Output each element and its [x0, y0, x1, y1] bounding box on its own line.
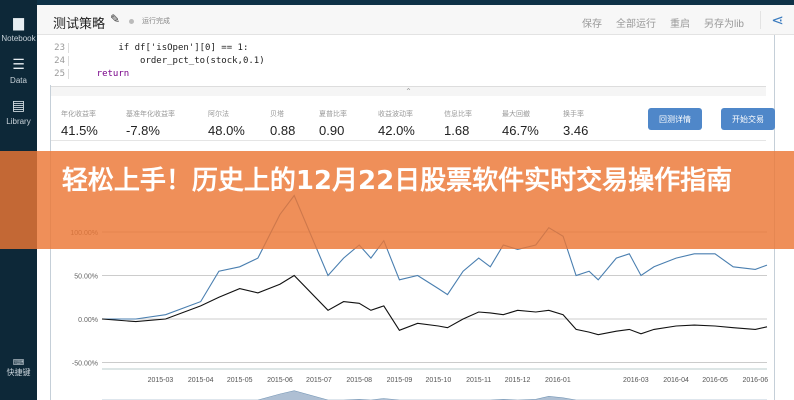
x-tick-label: 2015-03: [148, 377, 174, 384]
code-editor[interactable]: 23 if df['isOpen'][0] == 1: 24 order_pct…: [51, 37, 766, 87]
start-trading-button[interactable]: 开始交易: [721, 108, 775, 130]
share-icon[interactable]: ⋖: [760, 11, 784, 29]
x-tick-label: 2015-12: [505, 377, 531, 384]
header: 测试策略 ✎ 运行完成 保存 全部运行 重启 另存为lib ⋖: [37, 5, 794, 35]
stat-volatility: 收益波动率 42.0%: [378, 111, 415, 138]
y-tick-label: -50.00%: [72, 361, 98, 368]
sidebar-item-notebook[interactable]: ▆ Notebook: [0, 14, 37, 43]
data-icon: ☰: [12, 56, 25, 72]
x-tick-label: 2015-04: [188, 377, 214, 384]
y-tick-label: 50.00%: [74, 274, 98, 281]
stat-turnover: 换手率 3.46: [563, 111, 589, 138]
code-line: order_pct_to(stock,0.1): [75, 56, 265, 66]
x-tick-label: 2015-10: [426, 377, 452, 384]
x-tick-label: 2016-01: [545, 377, 571, 384]
x-tick-label: 2015-06: [267, 377, 293, 384]
top-bar: [0, 0, 794, 5]
benchmark-line: [101, 274, 768, 336]
stats-panel: 年化收益率 41.5% 基准年化收益率 -7.8% 阿尔法 48.0% 贝塔 0.88 …: [51, 97, 775, 141]
x-tick-label: 2016-03: [623, 377, 649, 384]
stat-annual-return: 年化收益率 41.5%: [61, 111, 98, 138]
code-line: return: [75, 69, 130, 79]
x-tick-label: 2016-05: [702, 377, 728, 384]
keyboard-icon: ⌨: [12, 358, 25, 367]
line-number: 24: [51, 56, 69, 66]
x-tick-label: 2015-11: [466, 377, 491, 384]
sidebar-item-label: Library: [6, 117, 31, 126]
title-banner: [0, 151, 794, 249]
chevron-up-icon: ⌃: [405, 87, 412, 96]
x-tick-label: 2015-08: [346, 377, 372, 384]
sidebar-item-library[interactable]: ▤ Library: [0, 97, 37, 126]
notebook-icon: ▆: [13, 14, 24, 30]
sidebar-item-data[interactable]: ☰ Data: [0, 56, 37, 85]
line-number: 25: [51, 69, 69, 79]
shortcut-label: 快捷键: [6, 368, 31, 377]
restart-button[interactable]: 重启: [669, 19, 690, 30]
run-all-button[interactable]: 全部运行: [615, 19, 656, 30]
stat-beta: 贝塔 0.88: [270, 111, 296, 138]
save-button[interactable]: 保存: [581, 19, 602, 30]
sidebar-item-label: Data: [10, 76, 27, 85]
x-tick-label: 2015-05: [227, 377, 253, 384]
library-icon: ▤: [11, 97, 26, 113]
stat-benchmark-return: 基准年化收益率 -7.8%: [126, 111, 175, 138]
banner-title: 轻松上手！历史上的12月22日股票软件实时交易操作指南: [61, 166, 733, 196]
backtest-detail-button[interactable]: 回测详情: [648, 108, 702, 130]
returns-chart: 100.00%50.00%0.00%-50.00%2015-032015-042…: [70, 194, 768, 400]
stat-max-drawdown: 最大回撤 46.7%: [502, 111, 539, 138]
edit-icon[interactable]: ✎: [110, 12, 121, 26]
sidebar-item-label: Notebook: [1, 34, 36, 43]
page-title: 测试策略: [53, 16, 106, 31]
x-tick-label: 2015-07: [306, 377, 332, 384]
shortcut-button[interactable]: ⌨ 快捷键: [0, 358, 37, 378]
collapse-toggle[interactable]: ⌃: [51, 86, 766, 96]
status-dot: [129, 19, 134, 24]
y-tick-label: 0.00%: [78, 317, 98, 324]
x-tick-label: 2015-09: [387, 377, 413, 384]
stat-alpha: 阿尔法 48.0%: [208, 111, 245, 138]
stat-sharpe: 夏普比率 0.90: [319, 111, 347, 138]
run-status: 运行完成: [142, 18, 170, 25]
navigator-series[interactable]: [102, 390, 767, 400]
stat-information-ratio: 信息比率 1.68: [444, 111, 472, 138]
x-tick-label: 2016-04: [663, 377, 689, 384]
save-as-lib-button[interactable]: 另存为lib: [703, 19, 744, 30]
line-number: 23: [51, 43, 69, 53]
x-tick-label: 2016-06: [742, 377, 768, 384]
code-line: if df['isOpen'][0] == 1:: [75, 43, 249, 53]
